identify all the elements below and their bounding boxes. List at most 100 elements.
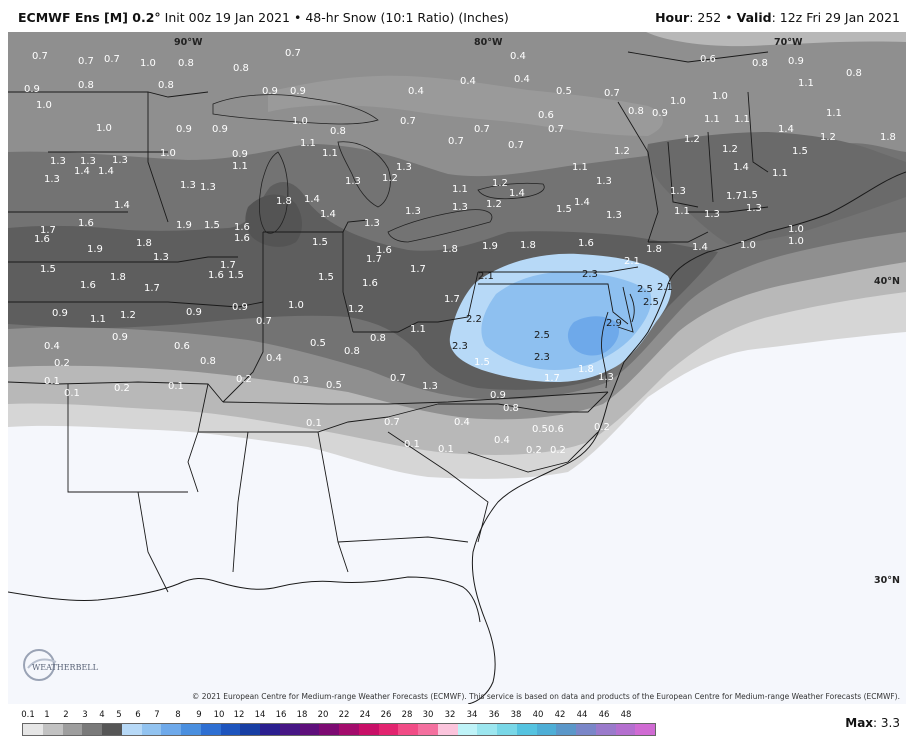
snow-label-122: 0.9 [52, 308, 68, 319]
snow-label-76: 1.3 [452, 202, 468, 213]
snow-label-116: 1.5 [318, 272, 334, 283]
snow-label-161: 0.2 [594, 422, 610, 433]
colorbar-tick: 1 [44, 710, 50, 720]
atlantic-coastline [467, 171, 906, 704]
chesapeake-bay [601, 311, 609, 389]
snow-label-98: 1.5 [312, 237, 328, 248]
colorbar-tick: 22 [338, 710, 350, 720]
snow-label-123: 1.1 [90, 314, 106, 325]
snow-label-41: 1.0 [160, 148, 176, 159]
snow-label-142: 1.8 [578, 364, 594, 375]
snow-label-135: 0.5 [310, 338, 326, 349]
colorbar-swatch [141, 724, 162, 735]
colorbar-tick: 46 [598, 710, 610, 720]
colorbar-tick: 3 [82, 710, 88, 720]
snow-label-162: 0.4 [494, 435, 510, 446]
snow-label-29: 0.7 [474, 124, 490, 135]
snow-label-27: 0.8 [330, 126, 346, 137]
snow-label-blue-6: 2.5 [534, 330, 550, 341]
snow-label-44: 1.1 [300, 138, 316, 149]
snow-label-45: 1.1 [322, 148, 338, 159]
colorbar-tick: 10 [213, 710, 225, 720]
snow-label-25: 0.9 [212, 124, 228, 135]
bullet-separator-2: • [725, 10, 733, 25]
colorbar-tick: 9 [196, 710, 202, 720]
colorbar-tick: 2 [63, 710, 69, 720]
snow-label-31: 0.7 [548, 124, 564, 135]
colorbar-swatch [398, 724, 418, 735]
snow-label-19: 0.9 [788, 56, 804, 67]
snow-label-30: 0.6 [538, 110, 554, 121]
colorbar-swatch [418, 724, 438, 735]
snow-label-160: 0.6 [548, 424, 564, 435]
lake-ontario [477, 182, 545, 200]
colorbar-swatch [23, 724, 43, 735]
colorbar-tick: 20 [317, 710, 329, 720]
snow-label-blue-7: 2.3 [452, 341, 468, 352]
map-header: ECMWF Ens [M] 0.2° Init 00z 19 Jan 2021 … [0, 0, 914, 32]
snow-label-79: 1.5 [556, 204, 572, 215]
snow-label-107: 1.0 [788, 224, 804, 235]
colorbar-tick: 36 [488, 710, 500, 720]
snow-label-149: 0.2 [236, 374, 252, 385]
snow-label-78: 1.4 [509, 188, 525, 199]
snow-label-99: 1.6 [376, 245, 392, 256]
snow-label-53: 1.3 [50, 156, 66, 167]
snow-label-120: 1.7 [144, 283, 160, 294]
snow-label-69: 1.1 [772, 168, 788, 179]
snow-label-86: 1.5 [742, 190, 758, 201]
snow-label-105: 1.4 [692, 242, 708, 253]
snow-label-151: 0.5 [326, 380, 342, 391]
colorbar-swatch [536, 724, 557, 735]
snow-label-20: 0.8 [846, 68, 862, 79]
snow-label-97: 1.9 [87, 244, 103, 255]
snow-label-52: 1.8 [880, 132, 896, 143]
snow-label-112: 1.7 [220, 260, 236, 271]
boundaries [8, 51, 769, 593]
lake-erie [387, 209, 493, 243]
colorbar-tick: 12 [233, 710, 245, 720]
snow-label-72: 1.8 [276, 196, 292, 207]
snow-label-121: 2.1 [624, 256, 640, 267]
colorbar-swatch [556, 724, 576, 735]
snow-label-blue-3: 2.1 [657, 282, 673, 293]
snow-label-147: 0.2 [114, 383, 130, 394]
snow-label-42: 0.9 [232, 149, 248, 160]
logo-swoosh [27, 658, 57, 669]
snow-label-4: 0.8 [178, 58, 194, 69]
snow-label-101: 1.9 [482, 241, 498, 252]
lake-huron [337, 141, 391, 208]
colorbar-swatch [339, 724, 359, 735]
snow-label-84: 1.3 [704, 209, 720, 220]
snow-label-138: 0.4 [266, 353, 282, 364]
snow-label-140: 1.5 [474, 357, 490, 368]
snow-label-70: 1.2 [614, 146, 630, 157]
colorbar-tick: 48 [620, 710, 632, 720]
snow-label-71: 1.4 [114, 200, 130, 211]
snow-label-126: 0.9 [232, 302, 248, 313]
snow-label-blue-9: 2.9 [606, 318, 622, 329]
hour-label: Hour [655, 10, 690, 25]
snow-label-5: 0.8 [233, 63, 249, 74]
snow-label-93: 1.6 [234, 222, 250, 233]
snow-label-11: 0.9 [290, 86, 306, 97]
snow-label-108: 1.0 [788, 236, 804, 247]
colorbar-swatch [220, 724, 241, 735]
snow-label-153: 1.3 [422, 381, 438, 392]
snow-label-26: 1.0 [292, 116, 308, 127]
valid-value: 12z Fri 29 Jan 2021 [779, 10, 900, 25]
snow-label-13: 0.4 [460, 76, 476, 87]
snow-label-57: 1.4 [98, 166, 114, 177]
snow-label-3: 1.0 [140, 58, 156, 69]
colorbar-tick: 38 [510, 710, 522, 720]
snow-label-21: 0.4 [510, 51, 526, 62]
colorbar-swatch [378, 724, 399, 735]
snow-label-125: 0.9 [186, 307, 202, 318]
max-label: Max [845, 716, 874, 730]
snow-label-39: 1.1 [826, 108, 842, 119]
snow-label-blue-4: 2.5 [643, 297, 659, 308]
snow-label-60: 1.3 [200, 182, 216, 193]
snow-label-150: 0.3 [293, 375, 309, 386]
colorbar-tick: 7 [154, 710, 160, 720]
colorbar [22, 723, 656, 736]
